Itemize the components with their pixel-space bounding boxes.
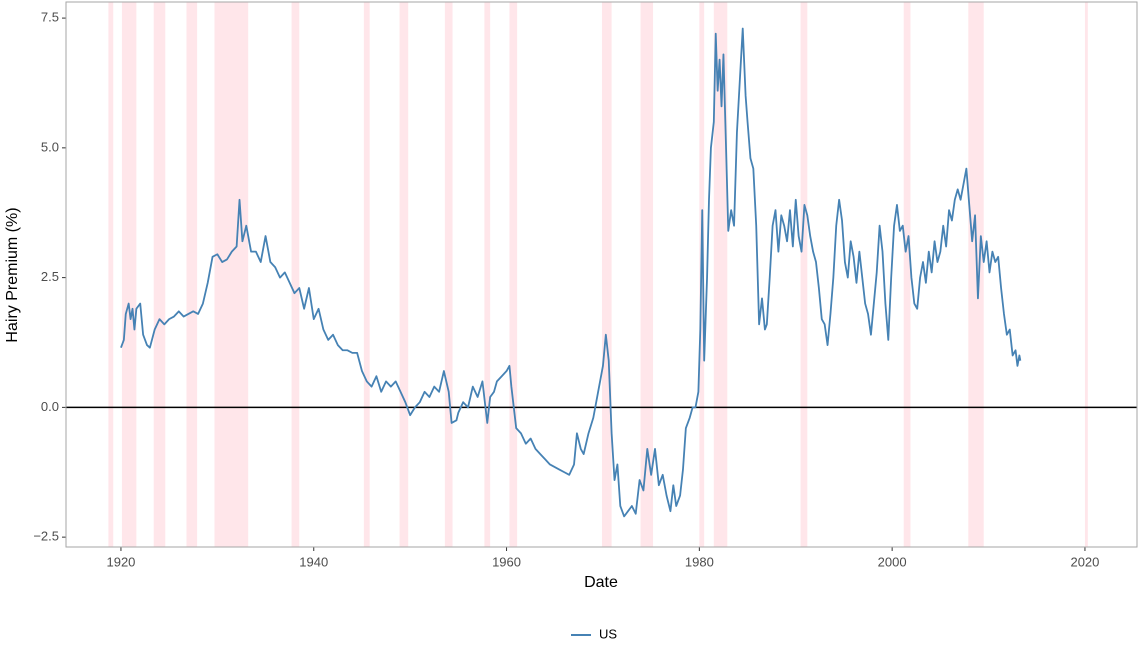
x-tick-label: 1940: [299, 554, 328, 569]
recession-band: [1084, 2, 1088, 547]
x-tick-label: 1920: [106, 554, 135, 569]
recession-band: [713, 2, 728, 547]
recession-band: [121, 2, 137, 547]
recession-band: [640, 2, 654, 547]
legend-label: US: [599, 626, 617, 641]
recession-band: [903, 2, 911, 547]
x-tick-label: 2000: [878, 554, 907, 569]
recession-band: [509, 2, 518, 547]
y-tick-label: 2.5: [41, 269, 59, 284]
recession-band: [214, 2, 249, 547]
y-axis-title: Hairy Premium (%): [4, 207, 21, 342]
recession-band: [800, 2, 808, 547]
x-tick-label: 1980: [685, 554, 714, 569]
x-tick-label: 2020: [1070, 554, 1099, 569]
recession-band: [399, 2, 409, 547]
recession-band: [968, 2, 984, 547]
recession-band: [291, 2, 300, 547]
y-tick-label: 0.0: [41, 399, 59, 414]
recession-band: [108, 2, 114, 547]
y-tick-label: 7.5: [41, 10, 59, 25]
plot-border: [65, 1, 1138, 548]
recession-band: [153, 2, 166, 547]
x-axis-title: Date: [584, 574, 618, 591]
recession-band: [363, 2, 370, 547]
y-tick-label: −2.5: [33, 529, 59, 544]
recession-band: [186, 2, 198, 547]
y-tick-label: 5.0: [41, 139, 59, 154]
x-tick-label: 1960: [492, 554, 521, 569]
recession-band: [601, 2, 612, 547]
recession-band: [484, 2, 491, 547]
recession-band: [444, 2, 453, 547]
data-line: [120, 27, 1022, 518]
